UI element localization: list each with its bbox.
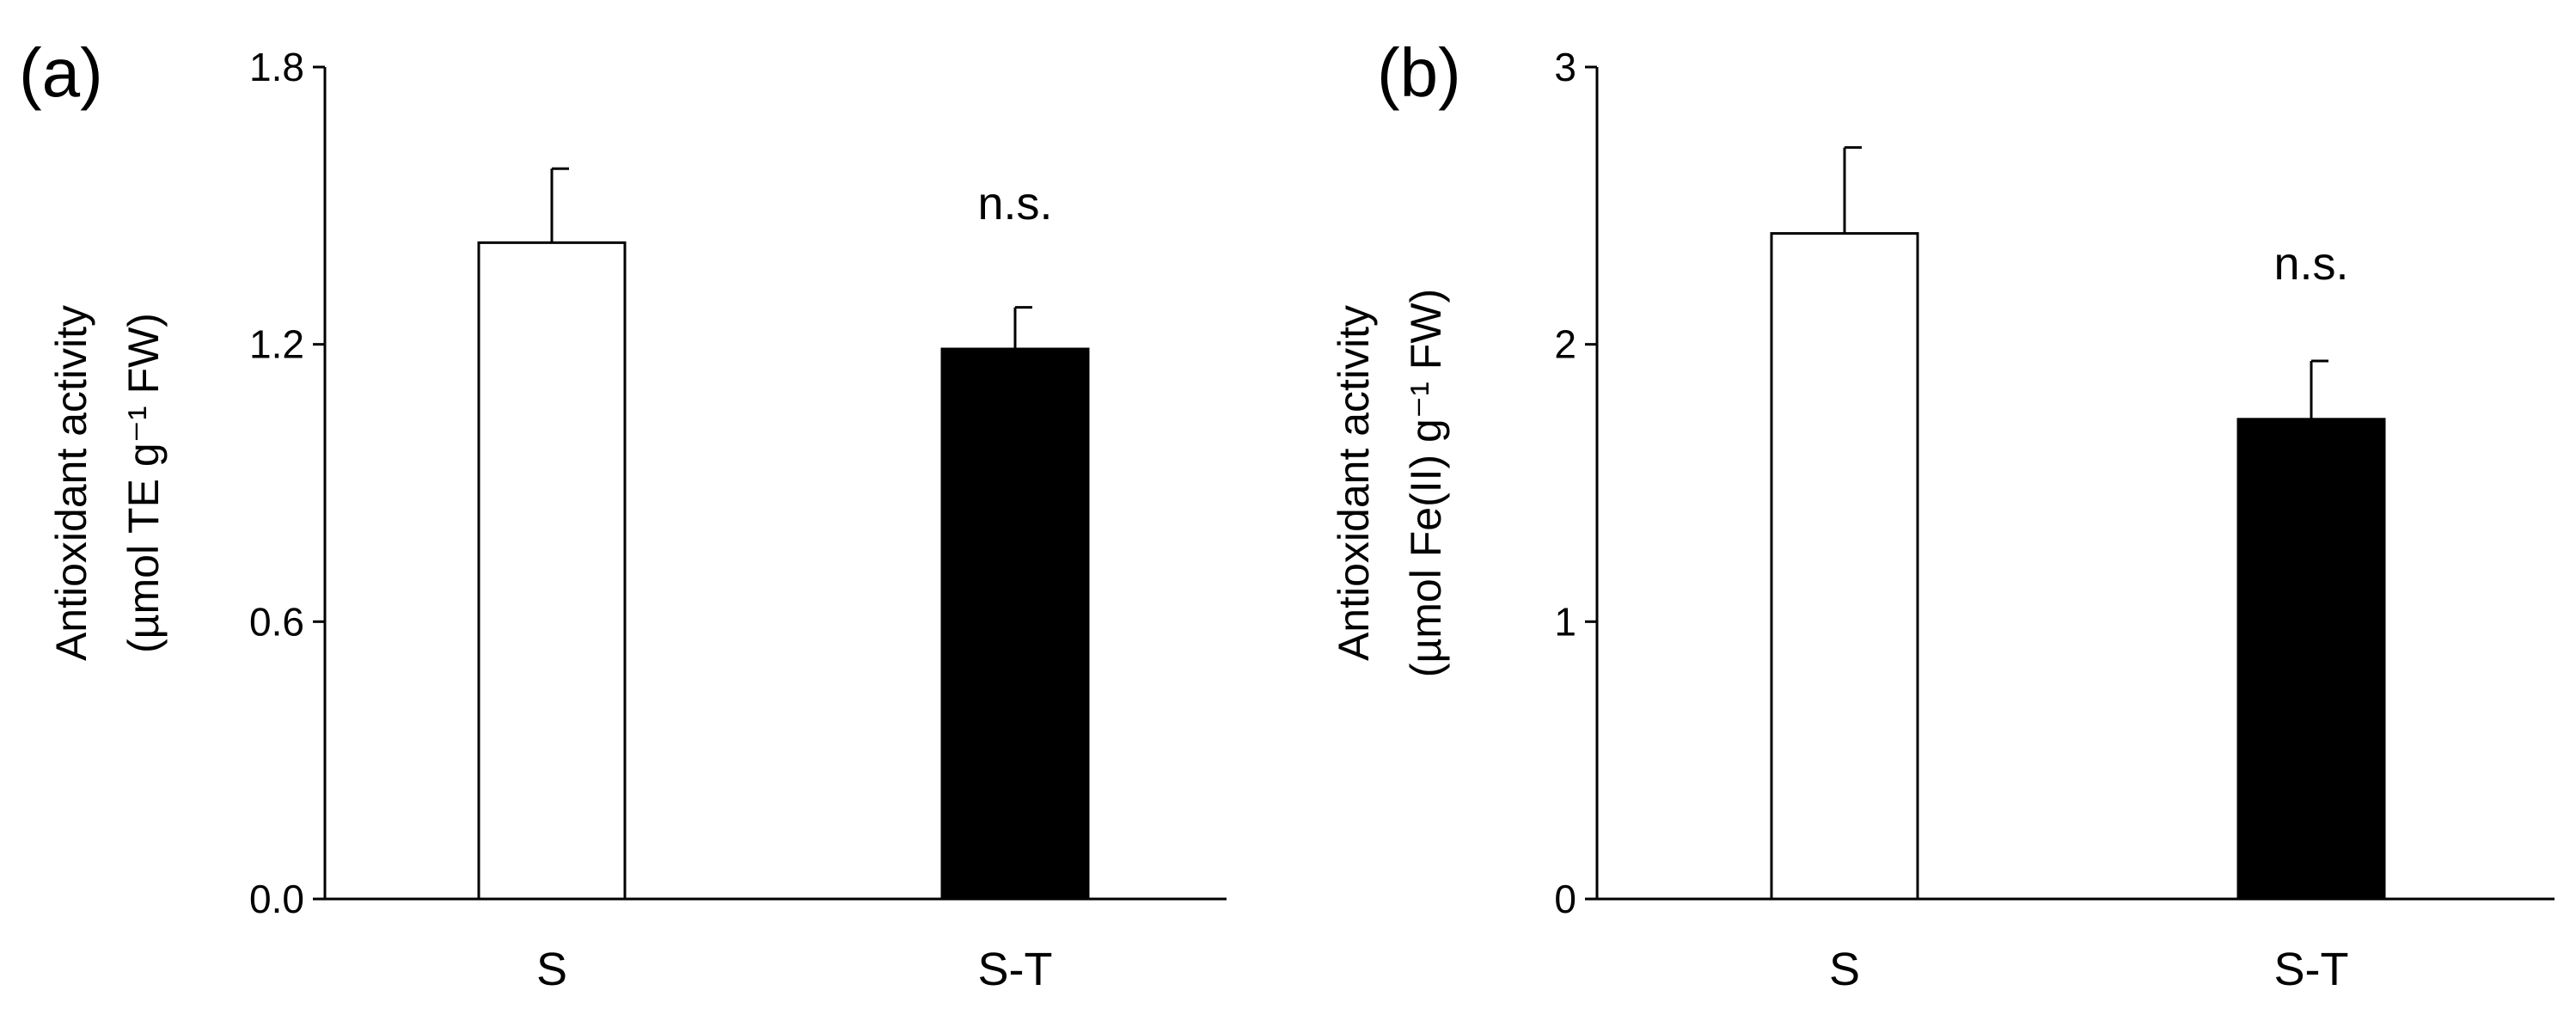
- panel-label: (b): [1377, 34, 1461, 111]
- panel-a: (a) Antioxidant activity (µmol TE g⁻¹ FW) 0…: [19, 34, 1227, 995]
- y-axis-label: Antioxidant activity: [1330, 305, 1378, 661]
- significance-label: n.s.: [2273, 238, 2348, 290]
- panel-label: (a): [19, 34, 103, 111]
- y-tick-label: 3: [1554, 45, 1576, 89]
- y-tick-label: 1: [1554, 599, 1576, 644]
- bar-s-t: [940, 347, 1090, 901]
- x-tick-label: S: [1829, 944, 1860, 995]
- y-tick-label: 2: [1554, 322, 1576, 367]
- y-tick-label: 0: [1554, 877, 1576, 921]
- y-axis-label: Antioxidant activity: [47, 305, 95, 661]
- panel-b: (b) Antioxidant activity (µmol Fe(II) g⁻¹ …: [1330, 34, 2555, 995]
- y-tick-label: 1.8: [249, 45, 304, 89]
- significance-label: n.s.: [977, 178, 1052, 229]
- x-tick-label: S-T: [978, 944, 1053, 995]
- x-tick-label: S-T: [2274, 944, 2349, 995]
- bar-s: [477, 241, 627, 901]
- bar-s-t: [2236, 418, 2386, 901]
- y-tick-label: 0.0: [249, 877, 304, 921]
- bar-s: [1770, 232, 1919, 901]
- y-axis-label: (µmol TE g⁻¹ FW): [119, 313, 168, 653]
- y-tick-label: 1.2: [249, 322, 304, 367]
- y-axis-label: (µmol Fe(II) g⁻¹ FW): [1402, 289, 1450, 677]
- y-tick-label: 0.6: [249, 599, 304, 644]
- x-tick-label: S: [536, 944, 567, 995]
